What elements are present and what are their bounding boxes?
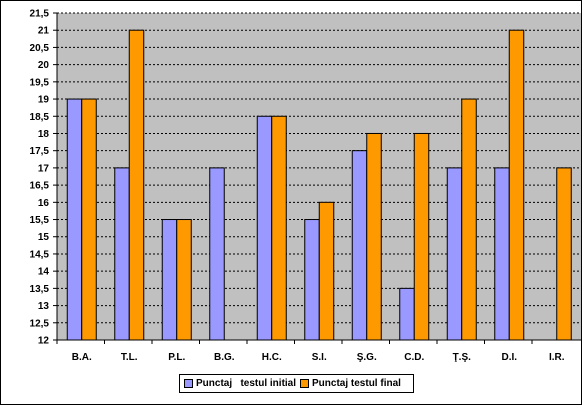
legend-item-initial: Punctaj testul initial (184, 378, 296, 389)
bar-final (413, 132, 430, 341)
y-tick-label: 18 (38, 129, 50, 140)
x-tick-label: T.L. (121, 352, 138, 363)
y-tick-label: 18,5 (30, 112, 50, 123)
legend-swatch-final (300, 379, 310, 388)
y-tick-label: 20,5 (30, 43, 50, 54)
axes: 12 12,5 13 13,5 14 14,5 15 15,5 16 16,5 17 17,5 18 18… (30, 9, 581, 363)
bar-initial (351, 150, 368, 341)
y-tick-label: 21 (38, 26, 50, 37)
x-tick-label: I.R. (549, 352, 565, 363)
bar-final (366, 132, 382, 341)
legend-label-initial: Punctaj testul initial (196, 378, 297, 389)
x-tick-label: Ţ.Ş. (453, 352, 472, 363)
y-tick-label: 19,5 (30, 77, 50, 88)
bar-final (556, 167, 572, 341)
y-tick-label: 13 (38, 301, 50, 312)
y-tick-label: 17 (38, 163, 50, 174)
x-tick-label: B.G. (214, 352, 235, 363)
y-tick-label: 17,5 (30, 146, 50, 157)
bar-final (176, 219, 192, 341)
x-tick-label: B.A. (72, 352, 92, 363)
bar-initial (446, 167, 463, 341)
x-tick-label: S.I. (312, 352, 327, 363)
legend-label-final: Punctaj testul final (312, 378, 401, 389)
x-tick-label: H.C. (262, 352, 282, 363)
y-tick-label: 13,5 (30, 284, 50, 295)
y-tick-label: 12 (38, 336, 50, 347)
bar-initial (161, 219, 178, 341)
legend-swatch-initial (184, 379, 193, 388)
bar-final (271, 115, 287, 341)
bar-initial (209, 167, 225, 341)
y-tick-label: 14,5 (30, 249, 50, 260)
y-tick-label: 15 (38, 232, 50, 243)
x-tick-label: Ş.G. (357, 352, 377, 363)
y-tick-label: 15,5 (30, 215, 50, 226)
bar-final (461, 98, 477, 341)
bar-final (128, 29, 145, 341)
y-tick-label: 16,5 (30, 181, 50, 192)
x-tick-label: D.I. (501, 352, 517, 363)
bars (66, 29, 572, 341)
y-tick-label: 14 (38, 267, 50, 278)
y-tick-label: 12,5 (30, 318, 50, 329)
bar-final (318, 201, 335, 341)
bar-initial (114, 167, 130, 341)
bar-initial (399, 287, 415, 341)
legend: Punctaj testul initial Punctaj testul fi… (179, 374, 414, 393)
bar-final (81, 98, 97, 341)
bar-initial (304, 219, 320, 341)
bar-initial (256, 115, 273, 341)
bar-initial (494, 167, 510, 341)
y-tick-label: 21,5 (30, 9, 50, 20)
x-tick-label: C.D. (404, 352, 424, 363)
y-tick-label: 19 (38, 95, 50, 106)
y-tick-label: 16 (38, 198, 50, 209)
bar-initial (66, 98, 83, 341)
y-tick-label: 20 (38, 60, 50, 71)
legend-item-final: Punctaj testul final (300, 378, 401, 389)
x-tick-label: P.L. (168, 352, 185, 363)
bar-final (508, 29, 525, 341)
